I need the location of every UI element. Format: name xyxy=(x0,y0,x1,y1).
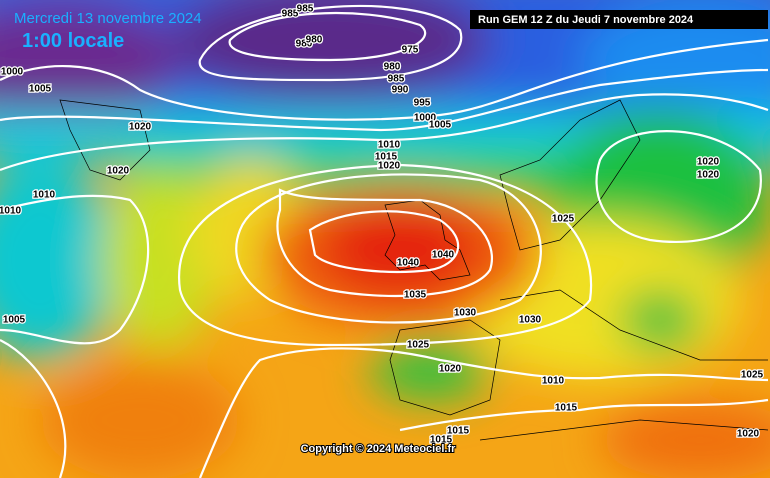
isobar-label: 980 xyxy=(384,62,401,73)
isobar-label: 980 xyxy=(296,39,313,50)
isobar-label: 1035 xyxy=(404,290,427,301)
isobar-label: 995 xyxy=(414,98,431,109)
isobar-label: 1005 xyxy=(29,84,52,95)
isobar-label: 1010 xyxy=(542,376,565,387)
isobar-label: 1020 xyxy=(129,122,152,133)
isobar-label: 990 xyxy=(392,85,409,96)
map-title: Mercredi 13 novembre 2024 xyxy=(14,10,202,27)
isobar-label: 1005 xyxy=(3,315,26,326)
isobar-label: 1025 xyxy=(407,340,430,351)
valid-time: 1:00 locale xyxy=(22,30,124,52)
run-info: Run GEM 12 Z du Jeudi 7 novembre 2024 xyxy=(478,14,694,26)
isobar-label: 1005 xyxy=(429,120,452,131)
isobar-label: 1025 xyxy=(741,370,764,381)
isobar-label: 985 xyxy=(388,74,405,85)
isobar-label: 1030 xyxy=(454,308,477,319)
isobar-label: 1020 xyxy=(378,161,401,172)
isobar-label: 1020 xyxy=(439,364,462,375)
isobar-label: 985 xyxy=(282,9,299,20)
coastlines xyxy=(59,99,769,441)
isobar-label: 1010 xyxy=(0,206,22,217)
isobar-label: 1000 xyxy=(414,113,437,124)
isobar-label: 1020 xyxy=(697,170,720,181)
isobar-label: 1040 xyxy=(432,250,455,261)
isobar-label: 975 xyxy=(402,45,419,56)
isobar-label: 1020 xyxy=(697,157,720,168)
run-banner xyxy=(470,10,768,29)
isobar-label: 1000 xyxy=(1,67,24,78)
isobar-label: 980 xyxy=(306,35,323,46)
isobar-label: 1030 xyxy=(519,315,542,326)
isobar-label: 1010 xyxy=(378,140,401,151)
isobar-label: 1015 xyxy=(430,435,453,446)
isobar-labels: 9859859809809759809859909951000100510001… xyxy=(0,2,765,447)
isobar-label: 1025 xyxy=(552,214,575,225)
isobar-label: 1040 xyxy=(397,258,420,269)
isobar-label: 1015 xyxy=(555,403,578,414)
isobar-label: 1020 xyxy=(107,166,130,177)
isobar-label: 1015 xyxy=(375,152,398,163)
copyright: Copyright © 2024 Meteociel.fr xyxy=(301,443,457,455)
isobars xyxy=(0,4,769,478)
isobar-label: 1010 xyxy=(33,190,56,201)
isobar-label: 985 xyxy=(297,4,314,15)
isobar-label: 1015 xyxy=(447,426,470,437)
isobar-label: 1020 xyxy=(737,429,760,440)
